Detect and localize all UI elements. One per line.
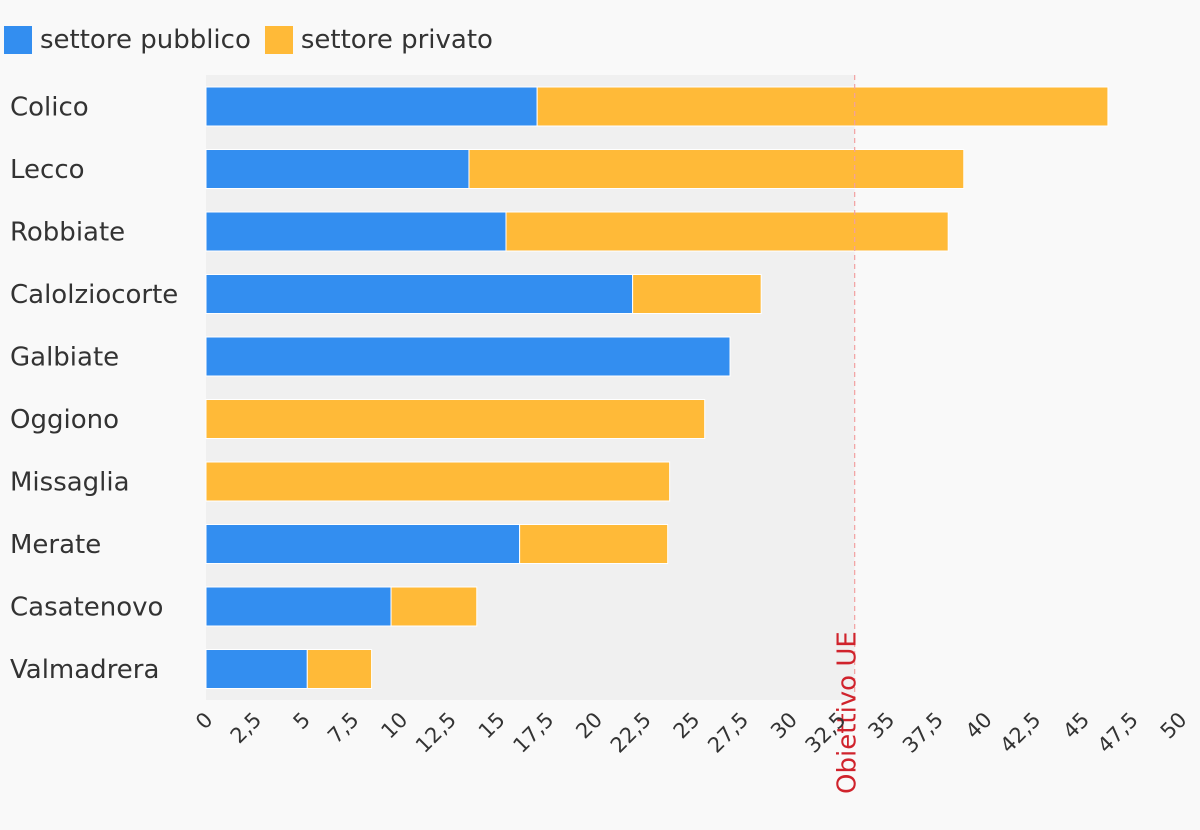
legend: settore pubblico settore privato — [4, 24, 507, 56]
bar-private[interactable] — [205, 399, 706, 439]
reference-line-label: Obiettivo UE — [833, 631, 863, 794]
x-tick-label: 37,5 — [898, 708, 948, 758]
bar-private[interactable] — [390, 586, 478, 627]
x-tick-label: 0 — [191, 708, 217, 734]
x-tick-label: 17,5 — [508, 708, 558, 758]
bar-private[interactable] — [468, 149, 965, 189]
bar-public[interactable] — [205, 336, 731, 377]
x-tick-label: 30 — [766, 708, 802, 744]
x-tick-label: 10 — [376, 708, 412, 744]
x-tick-label: 20 — [571, 708, 607, 744]
bar-public[interactable] — [205, 586, 392, 627]
x-tick-label: 2,5 — [226, 708, 267, 749]
legend-label-private: settore privato — [300, 25, 493, 55]
x-tick-label: 5 — [289, 708, 315, 734]
category-label: Valmadrera — [10, 655, 159, 685]
bar-private[interactable] — [306, 649, 373, 689]
bar-public[interactable] — [205, 211, 507, 252]
category-label: Calolziocorte — [10, 280, 178, 310]
legend-label-public: settore pubblico — [40, 25, 251, 55]
x-tick-label: 15 — [474, 708, 510, 744]
x-tick-label: 50 — [1156, 708, 1192, 744]
bar-public[interactable] — [205, 649, 308, 689]
category-label: Merate — [10, 530, 101, 560]
x-tick-label: 45 — [1058, 708, 1094, 744]
category-label: Robbiate — [10, 218, 125, 248]
category-label: Galbiate — [10, 343, 119, 373]
category-label: Colico — [10, 93, 89, 123]
x-tick-label: 35 — [863, 708, 899, 744]
bar-private[interactable] — [205, 461, 671, 502]
x-tick-label: 40 — [961, 708, 997, 744]
bar-public[interactable] — [205, 524, 521, 564]
bar-public[interactable] — [205, 86, 538, 127]
x-tick-label: 12,5 — [411, 708, 461, 758]
bar-private[interactable] — [519, 524, 669, 564]
bar-public[interactable] — [205, 149, 470, 189]
x-tick-label: 47,5 — [1093, 708, 1143, 758]
category-label: Lecco — [10, 155, 85, 185]
bar-private[interactable] — [632, 274, 762, 314]
x-tick-label: 22,5 — [606, 708, 656, 758]
x-tick-label: 27,5 — [703, 708, 753, 758]
legend-swatch-private — [264, 26, 293, 54]
x-tick-label: 42,5 — [995, 708, 1045, 758]
bar-public[interactable] — [205, 274, 634, 314]
x-tick-label: 7,5 — [323, 708, 364, 749]
legend-item-private[interactable]: settore privato — [264, 24, 493, 56]
bar-private[interactable] — [505, 211, 949, 252]
category-label: Oggiono — [10, 405, 119, 435]
x-tick-label: 25 — [669, 708, 705, 744]
category-label: Casatenovo — [10, 593, 163, 623]
category-label: Missaglia — [10, 468, 130, 498]
bar-private[interactable] — [536, 86, 1109, 127]
legend-swatch-public — [4, 26, 32, 54]
legend-item-public[interactable]: settore pubblico — [4, 24, 251, 56]
